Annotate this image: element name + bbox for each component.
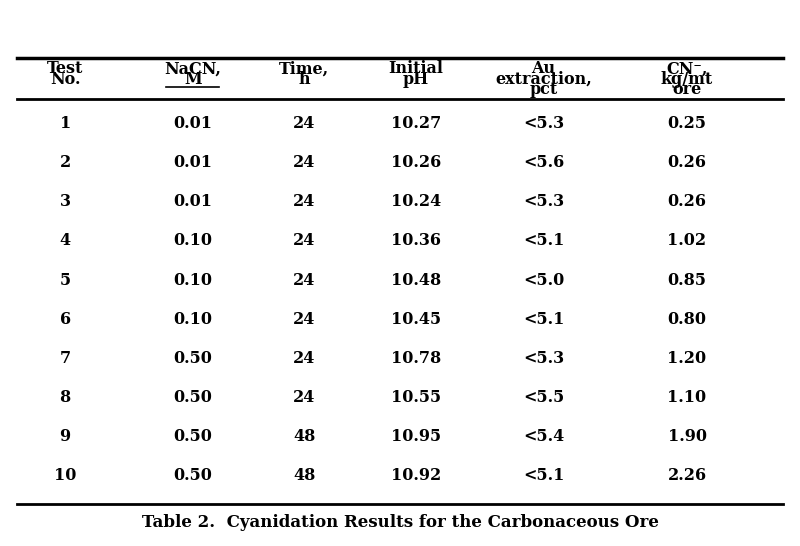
Text: No.: No. bbox=[50, 70, 81, 87]
Text: 24: 24 bbox=[293, 389, 315, 406]
Text: 24: 24 bbox=[293, 115, 315, 132]
Text: <5.1: <5.1 bbox=[523, 233, 564, 250]
Text: <5.3: <5.3 bbox=[523, 115, 564, 132]
Text: 2: 2 bbox=[59, 154, 70, 171]
Text: 0.26: 0.26 bbox=[667, 154, 706, 171]
Text: 10.45: 10.45 bbox=[391, 311, 441, 328]
Text: 3: 3 bbox=[60, 193, 70, 210]
Text: kg/mt: kg/mt bbox=[661, 70, 713, 87]
Text: 0.80: 0.80 bbox=[667, 311, 706, 328]
Text: 1: 1 bbox=[59, 115, 70, 132]
Text: h: h bbox=[298, 70, 310, 87]
Text: 7: 7 bbox=[60, 350, 70, 367]
Text: 24: 24 bbox=[293, 311, 315, 328]
Text: 0.85: 0.85 bbox=[667, 271, 706, 289]
Text: 0.50: 0.50 bbox=[174, 389, 212, 406]
Text: 10.24: 10.24 bbox=[391, 193, 441, 210]
Text: Initial: Initial bbox=[389, 60, 443, 77]
Text: Table 2.  Cyanidation Results for the Carbonaceous Ore: Table 2. Cyanidation Results for the Car… bbox=[142, 514, 658, 531]
Text: CN⁻,: CN⁻, bbox=[666, 60, 708, 77]
Text: 10.36: 10.36 bbox=[391, 233, 441, 250]
Text: <5.1: <5.1 bbox=[523, 467, 564, 484]
Text: 10.95: 10.95 bbox=[391, 428, 441, 445]
Text: 0.25: 0.25 bbox=[667, 115, 706, 132]
Text: 24: 24 bbox=[293, 350, 315, 367]
Text: 10: 10 bbox=[54, 467, 76, 484]
Text: ore: ore bbox=[672, 81, 702, 98]
Text: 0.01: 0.01 bbox=[174, 115, 212, 132]
Text: 0.50: 0.50 bbox=[174, 428, 212, 445]
Text: 9: 9 bbox=[60, 428, 70, 445]
Text: 0.10: 0.10 bbox=[174, 271, 212, 289]
Text: 24: 24 bbox=[293, 271, 315, 289]
Text: 0.26: 0.26 bbox=[667, 193, 706, 210]
Text: Au: Au bbox=[531, 60, 555, 77]
Text: 10.92: 10.92 bbox=[391, 467, 441, 484]
Text: <5.3: <5.3 bbox=[523, 193, 564, 210]
Text: 0.10: 0.10 bbox=[174, 233, 212, 250]
Text: <5.3: <5.3 bbox=[523, 350, 564, 367]
Text: 1.02: 1.02 bbox=[667, 233, 706, 250]
Text: 1.10: 1.10 bbox=[667, 389, 706, 406]
Text: 6: 6 bbox=[60, 311, 70, 328]
Text: 0.50: 0.50 bbox=[174, 467, 212, 484]
Text: <5.0: <5.0 bbox=[523, 271, 564, 289]
Text: M: M bbox=[184, 70, 202, 87]
Text: 0.01: 0.01 bbox=[174, 193, 212, 210]
Text: 1.90: 1.90 bbox=[667, 428, 706, 445]
Text: 0.10: 0.10 bbox=[174, 311, 212, 328]
Text: <5.4: <5.4 bbox=[523, 428, 564, 445]
Text: 10.78: 10.78 bbox=[391, 350, 441, 367]
Text: <5.6: <5.6 bbox=[523, 154, 564, 171]
Text: 10.48: 10.48 bbox=[391, 271, 441, 289]
Text: 48: 48 bbox=[293, 428, 315, 445]
Text: 2.26: 2.26 bbox=[667, 467, 706, 484]
Text: 8: 8 bbox=[59, 389, 70, 406]
Text: 1.20: 1.20 bbox=[667, 350, 706, 367]
Text: 48: 48 bbox=[293, 467, 315, 484]
Text: 10.27: 10.27 bbox=[391, 115, 441, 132]
Text: <5.1: <5.1 bbox=[523, 311, 564, 328]
Text: Time,: Time, bbox=[279, 60, 330, 77]
Text: <5.5: <5.5 bbox=[523, 389, 564, 406]
Text: 10.55: 10.55 bbox=[391, 389, 441, 406]
Text: 5: 5 bbox=[60, 271, 70, 289]
Text: 0.01: 0.01 bbox=[174, 154, 212, 171]
Text: NaCN,: NaCN, bbox=[164, 60, 221, 77]
Text: 24: 24 bbox=[293, 154, 315, 171]
Text: 24: 24 bbox=[293, 233, 315, 250]
Text: pct: pct bbox=[530, 81, 558, 98]
Text: 24: 24 bbox=[293, 193, 315, 210]
Text: extraction,: extraction, bbox=[495, 70, 592, 87]
Text: 10.26: 10.26 bbox=[391, 154, 441, 171]
Text: 4: 4 bbox=[60, 233, 70, 250]
Text: pH: pH bbox=[403, 70, 429, 87]
Text: Test: Test bbox=[47, 60, 83, 77]
Text: 0.50: 0.50 bbox=[174, 350, 212, 367]
